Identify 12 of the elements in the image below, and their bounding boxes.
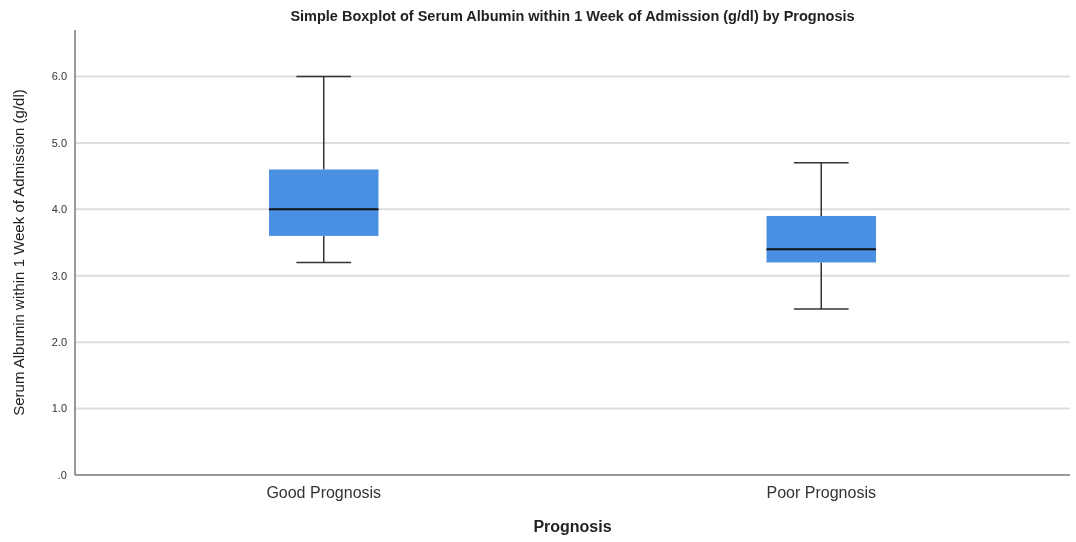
y-tick-label: 5.0 xyxy=(51,136,67,149)
x-axis-title: Prognosis xyxy=(533,518,612,535)
y-tick-label: 6.0 xyxy=(51,70,67,83)
y-tick-label: 4.0 xyxy=(51,203,67,216)
x-tick-label: Good Prognosis xyxy=(266,484,382,501)
y-tick-label: .0 xyxy=(57,468,67,481)
y-tick-label: 1.0 xyxy=(51,402,67,415)
y-tick-label: 3.0 xyxy=(51,269,67,282)
x-tick-label: Poor Prognosis xyxy=(766,484,876,501)
y-tick-label: 2.0 xyxy=(51,336,67,349)
chart-title: Simple Boxplot of Serum Albumin within 1 Week of Admission (g/dl) by Prognosis xyxy=(290,8,855,24)
y-axis-title: Serum Albumin within 1 Week of Admission (g/dl) xyxy=(10,89,27,416)
